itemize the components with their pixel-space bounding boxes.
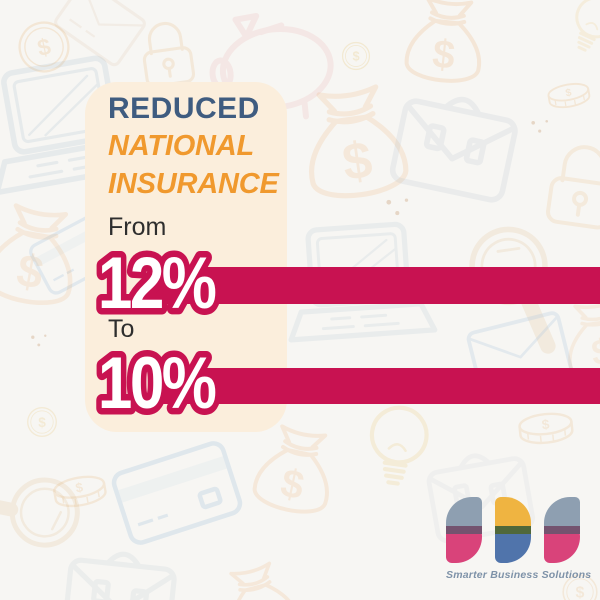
logo-letter-B (495, 497, 531, 563)
dots-doodle (28, 330, 52, 354)
padlock-doodle (526, 129, 600, 242)
envelope-doodle (37, 0, 162, 86)
logo-letter-S (446, 497, 482, 563)
sbs-logo: Smarter Business Solutions (446, 497, 592, 581)
coin-dollar-doodle (25, 405, 59, 439)
stat-to-value: 10% (92, 337, 224, 430)
stat-from-label: From (108, 213, 167, 241)
briefcase-doodle (49, 526, 192, 600)
coin-side-doodle (45, 457, 115, 527)
briefcase-doodle (372, 62, 538, 228)
logo-caption: Smarter Business Solutions (446, 569, 592, 581)
magnifier-doodle (0, 419, 116, 595)
money-bag-doodle (282, 72, 429, 219)
svg-text:12%: 12% (98, 243, 216, 324)
headline-primary: REDUCED (108, 92, 260, 125)
coin-side-doodle (512, 395, 580, 463)
sbs-logo-letters (446, 497, 586, 563)
money-bag-doodle (205, 550, 315, 600)
coin-dollar-doodle (340, 40, 372, 72)
coin-dollar-doodle (10, 13, 79, 82)
stat-to-bar (150, 368, 600, 404)
logo-letter-S (544, 497, 580, 563)
lightbulb-doodle (338, 388, 457, 507)
dots-doodle (382, 192, 416, 226)
dots-doodle (528, 115, 554, 141)
stat-from-value: 12% (92, 237, 224, 330)
stat-to-label: To (108, 315, 135, 343)
coin-side-doodle (541, 68, 597, 124)
credit-card-doodle (95, 411, 259, 575)
svg-text:10%: 10% (98, 343, 216, 424)
lightbulb-doodle (543, 0, 600, 75)
headline-secondary-line1: NATIONAL (108, 130, 255, 162)
headline-secondary-line2: INSURANCE (108, 168, 279, 200)
stat-from-bar (150, 267, 600, 304)
money-bag-doodle (390, 0, 500, 97)
